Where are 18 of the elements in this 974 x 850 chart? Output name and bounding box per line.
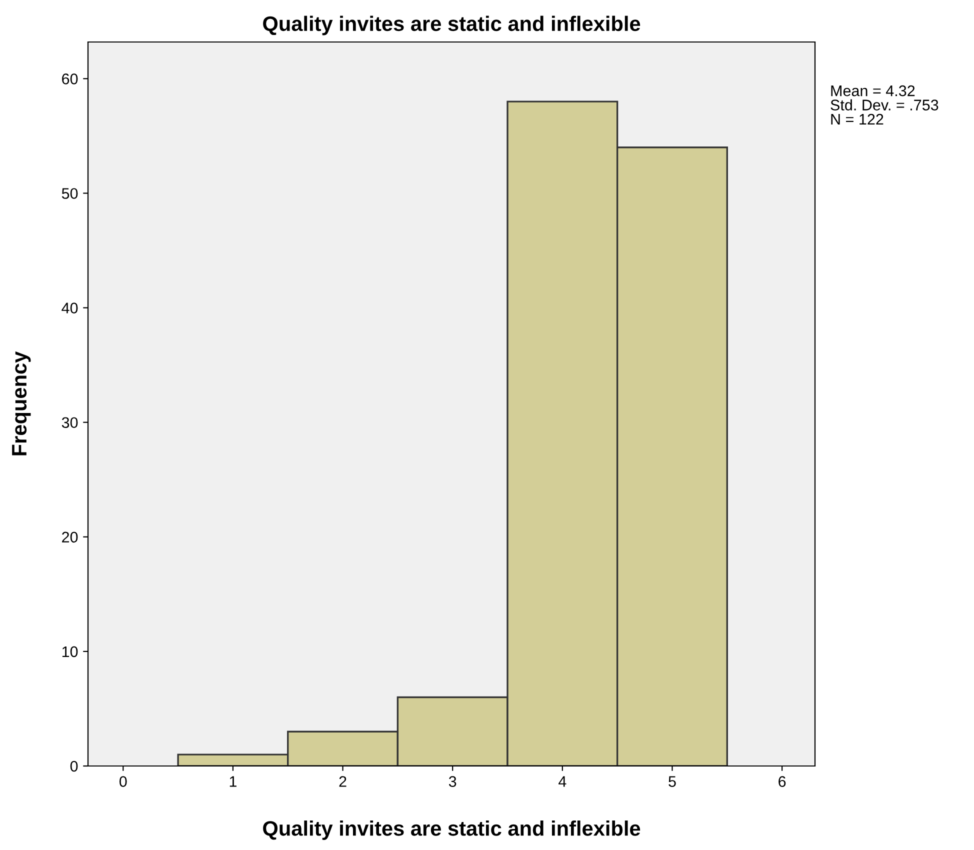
y-tick-label: 0 xyxy=(70,760,78,772)
y-tick-label: 10 xyxy=(62,646,78,658)
x-tick-label: 4 xyxy=(558,776,566,787)
chart-title: Quality invites are static and inflexible xyxy=(263,16,640,36)
y-tick-label: 30 xyxy=(62,417,78,428)
y-tick-label: 60 xyxy=(62,74,78,84)
x-tick-label: 2 xyxy=(339,776,346,787)
x-tick-label: 1 xyxy=(230,776,236,787)
y-tick-label: 20 xyxy=(62,532,78,543)
y-tick-label: 50 xyxy=(62,188,78,199)
x-tick-label: 3 xyxy=(448,776,456,787)
x-axis-title: Quality invites are static and inflexible xyxy=(263,820,640,840)
x-tick-label: 0 xyxy=(119,776,127,787)
y-axis-title: Frequency xyxy=(12,351,31,456)
y-tick-label: 40 xyxy=(62,302,78,314)
x-tick-label: 6 xyxy=(778,776,786,787)
text: Mean = 4.32 Std. Dev. = .753 N = 122 xyxy=(830,85,938,125)
x-tick-label: 5 xyxy=(668,776,676,787)
